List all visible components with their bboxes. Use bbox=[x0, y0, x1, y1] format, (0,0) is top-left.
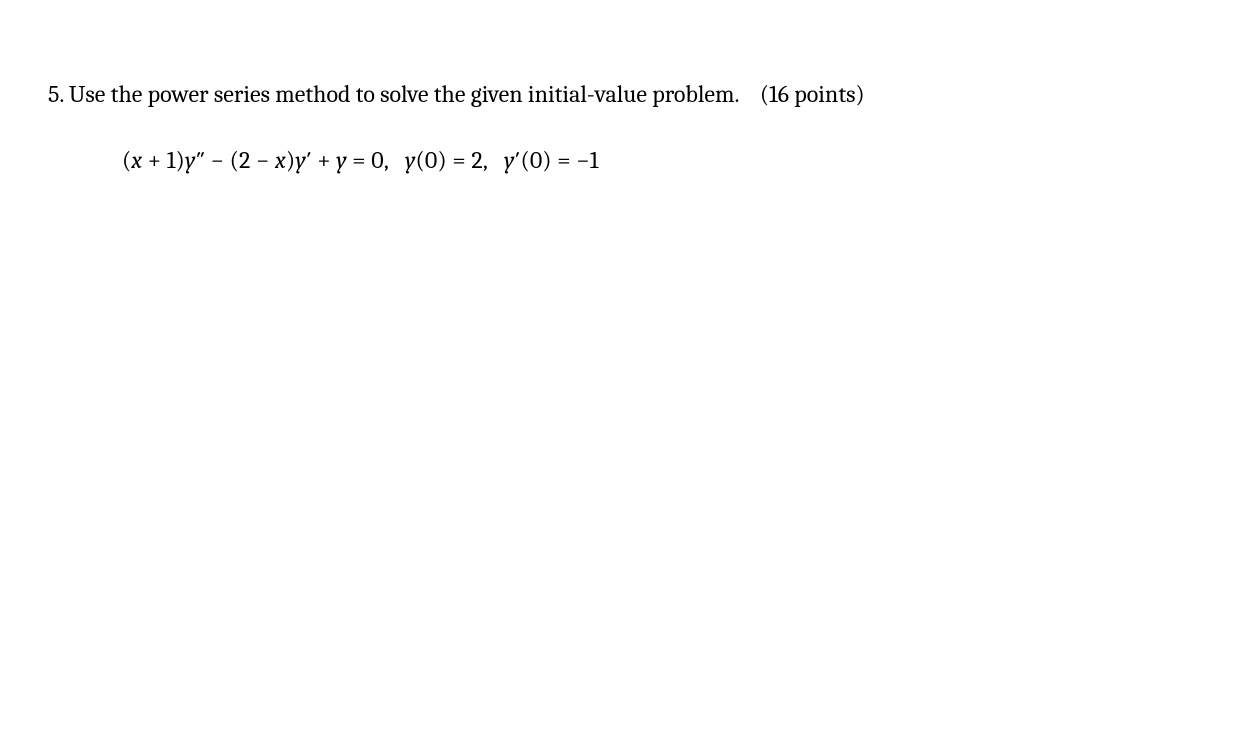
var-y-1: y bbox=[185, 146, 196, 174]
equation: (x + 1)y″ − (2 − x)y′ + y = 0,y(0) = 2,y… bbox=[48, 146, 1189, 174]
var-y-2: y bbox=[295, 146, 306, 174]
ic1-val: 2, bbox=[471, 146, 488, 174]
eq-zero: = 0, bbox=[347, 146, 389, 174]
var-x-2: x bbox=[275, 146, 286, 174]
problem-number: 5. bbox=[48, 80, 64, 108]
problem-points: (16 points) bbox=[760, 80, 865, 108]
plus-2: + bbox=[312, 146, 336, 174]
lparen-2: ( bbox=[230, 146, 239, 174]
plus-1: + bbox=[142, 146, 166, 174]
ic2-lparen: ( bbox=[520, 146, 529, 174]
ic1-lparen: ( bbox=[416, 146, 425, 174]
ic2-zero: 0 bbox=[530, 146, 543, 174]
var-x-1: x bbox=[131, 146, 142, 174]
ic1-y: y bbox=[405, 146, 416, 174]
const-1: 1 bbox=[167, 146, 176, 174]
minus-2: − bbox=[251, 146, 275, 174]
ic2-rparen: ) bbox=[542, 146, 551, 174]
minus-1: − bbox=[205, 146, 229, 174]
ic1-eq: = bbox=[447, 146, 471, 174]
ic1-rparen: ) bbox=[438, 146, 447, 174]
const-2: 2 bbox=[239, 146, 251, 174]
ic1-zero: 0 bbox=[425, 146, 438, 174]
var-y-3: y bbox=[336, 146, 347, 174]
lparen-1: ( bbox=[122, 146, 131, 174]
problem-prompt: 5. Use the power series method to solve … bbox=[48, 78, 1189, 112]
ic2-eq: = bbox=[552, 146, 576, 174]
rparen-1: ) bbox=[176, 146, 185, 174]
rparen-2: ) bbox=[286, 146, 295, 174]
ic2-y: y bbox=[504, 146, 515, 174]
double-prime: ″ bbox=[196, 146, 206, 174]
problem-page: 5. Use the power series method to solve … bbox=[0, 0, 1237, 174]
problem-text: Use the power series method to solve the… bbox=[69, 80, 739, 108]
ic2-val: −1 bbox=[576, 146, 598, 174]
